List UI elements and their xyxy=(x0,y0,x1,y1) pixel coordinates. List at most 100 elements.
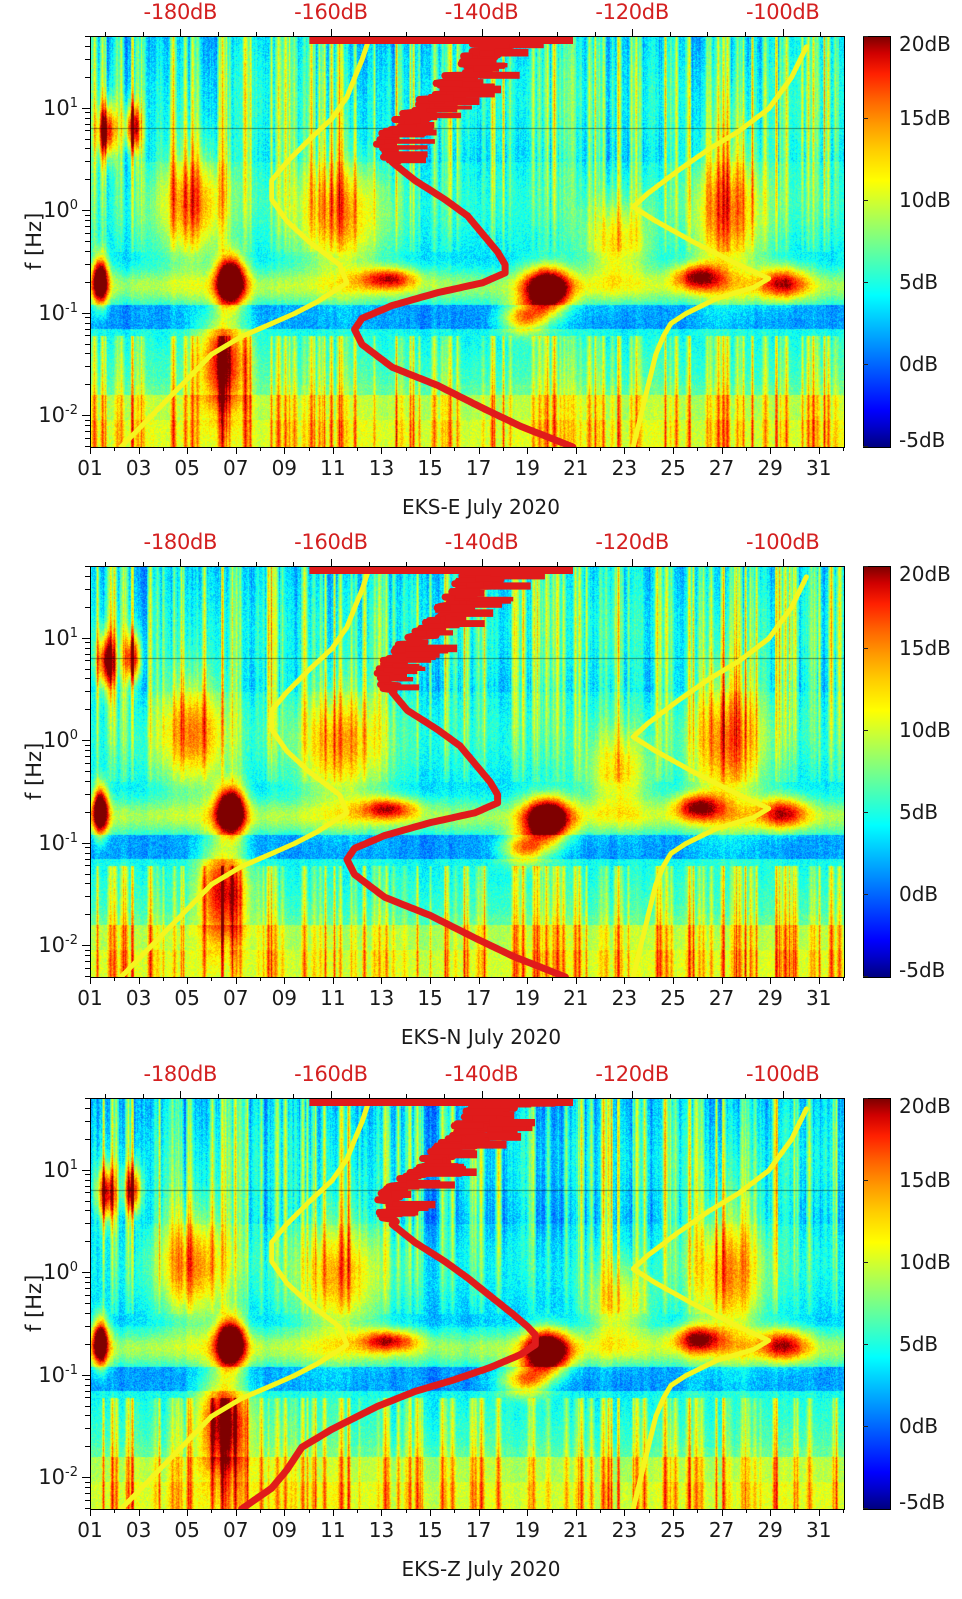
plot-area-0[interactable] xyxy=(90,36,845,448)
top-db-label-0-1: -160dB xyxy=(294,0,368,24)
freq-tick xyxy=(82,637,90,639)
freq-tick-minor xyxy=(85,123,90,125)
day-label-1-14: 29 xyxy=(757,986,783,1010)
freq-tick-minor xyxy=(85,1405,90,1407)
freq-tick-minor xyxy=(85,691,90,693)
top-db-tick-minor xyxy=(443,562,445,566)
day-tick xyxy=(770,977,772,984)
top-db-tick-minor xyxy=(707,32,709,36)
freq-tick-minor xyxy=(85,220,90,222)
day-tick xyxy=(721,977,723,984)
spectrogram-heatmap-1 xyxy=(91,567,844,977)
freq-tick xyxy=(82,1374,90,1376)
day-label-0-13: 27 xyxy=(708,456,735,480)
colorbar-tick xyxy=(863,282,868,283)
freq-tick-minor xyxy=(85,709,90,711)
top-db-tick-major xyxy=(481,1091,483,1098)
colorbar-label-1-0: 20dB xyxy=(899,562,951,586)
colorbar-tick xyxy=(863,1262,868,1263)
freq-label-1-2: 10-1 xyxy=(38,830,78,855)
top-db-tick-minor xyxy=(669,32,671,36)
plot-area-1[interactable] xyxy=(90,566,845,978)
day-tick xyxy=(721,447,723,454)
top-db-tick-minor xyxy=(368,562,370,566)
top-db-tick-minor xyxy=(255,1094,257,1098)
colorbar-label-0-4: 0dB xyxy=(899,352,939,376)
freq-tick-minor xyxy=(85,642,90,644)
day-label-0-7: 15 xyxy=(417,456,443,480)
colorbar-label-1-4: 0dB xyxy=(899,882,939,906)
colorbar-label-2-4: 0dB xyxy=(899,1414,939,1438)
day-label-2-9: 19 xyxy=(514,1518,540,1542)
day-tick xyxy=(575,447,577,454)
freq-tick xyxy=(82,210,90,212)
top-db-tick-minor xyxy=(105,1094,107,1098)
colorbar-labels-2: 20dB 15dB 10dB 5dB 0dB -5dB xyxy=(863,1094,962,1514)
top-db-tick-major xyxy=(481,29,483,36)
freq-tick-minor xyxy=(85,328,90,330)
y-axis-1: 101 100 10-1 10-2 xyxy=(38,566,90,977)
freq-tick-minor xyxy=(85,793,90,795)
spectrogram-heatmap-0 xyxy=(91,37,844,447)
bottom-day-axis-1: 01 03 05 07 09 11 13 15 17 19 21 23 25 27 29 31 xyxy=(77,977,844,1017)
top-db-tick-minor xyxy=(218,562,219,566)
freq-tick-minor xyxy=(85,1487,90,1489)
freq-tick-minor xyxy=(85,678,90,680)
y-axis-title-2: f [Hz] xyxy=(22,1274,46,1332)
day-tick xyxy=(138,447,140,454)
freq-tick-minor xyxy=(85,566,90,567)
freq-tick-minor xyxy=(85,750,90,752)
freq-tick-minor xyxy=(85,263,90,265)
day-label-0-6: 13 xyxy=(368,456,395,480)
day-tick-minor xyxy=(260,447,262,451)
day-tick-minor xyxy=(697,447,699,451)
top-db-tick-minor xyxy=(406,562,408,566)
freq-tick-minor xyxy=(85,36,90,37)
freq-tick xyxy=(82,415,90,417)
freq-tick-minor xyxy=(85,1174,90,1176)
day-tick xyxy=(624,1509,626,1516)
top-db-tick-minor xyxy=(105,562,107,566)
colorbar-labels-1: 20dB 15dB 10dB 5dB 0dB -5dB xyxy=(863,562,962,982)
day-tick-minor xyxy=(794,1509,796,1513)
freq-tick-minor xyxy=(85,588,90,590)
day-tick xyxy=(672,1509,674,1516)
freq-tick-minor xyxy=(85,1200,90,1202)
colorbar-label-0-5: -5dB xyxy=(899,428,946,452)
day-tick xyxy=(818,447,820,454)
day-tick-minor xyxy=(357,447,359,451)
plot-area-2[interactable] xyxy=(90,1098,845,1510)
day-tick-minor xyxy=(502,977,504,981)
day-tick-minor xyxy=(260,1509,262,1513)
day-label-1-9: 19 xyxy=(514,986,540,1010)
day-tick xyxy=(672,977,674,984)
freq-label-2-0: 101 xyxy=(42,1157,78,1182)
bottom-day-axis-0: 01 03 05 07 09 11 13 15 17 19 21 23 25 27 29 31 xyxy=(77,447,844,487)
day-label-2-4: 09 xyxy=(271,1518,298,1542)
day-tick xyxy=(575,1509,577,1516)
freq-tick xyxy=(82,1272,90,1274)
freq-tick-minor xyxy=(85,322,90,324)
day-label-0-1: 03 xyxy=(125,456,152,480)
colorbar-2 xyxy=(863,1098,891,1510)
day-tick-minor xyxy=(454,1509,456,1513)
freq-label-0-2: 10-1 xyxy=(38,300,78,325)
day-tick-minor xyxy=(211,977,213,981)
day-tick-minor xyxy=(162,977,164,981)
top-db-tick-minor xyxy=(218,1094,219,1098)
freq-tick-minor xyxy=(85,1138,90,1140)
freq-tick-minor xyxy=(85,1481,90,1483)
top-db-tick-minor xyxy=(820,1094,822,1098)
freq-tick-minor xyxy=(85,335,90,337)
top-db-tick-major xyxy=(782,559,784,566)
day-label-0-12: 25 xyxy=(660,456,686,480)
colorbar-tick xyxy=(863,1180,868,1181)
day-label-0-0: 01 xyxy=(77,456,103,480)
freq-tick-minor xyxy=(85,647,90,649)
top-db-tick-minor xyxy=(745,32,747,36)
freq-tick-minor xyxy=(85,847,90,849)
top-db-tick-minor xyxy=(142,1094,144,1098)
top-db-tick-minor xyxy=(669,562,671,566)
day-label-2-8: 17 xyxy=(465,1518,492,1542)
day-tick xyxy=(235,977,237,984)
